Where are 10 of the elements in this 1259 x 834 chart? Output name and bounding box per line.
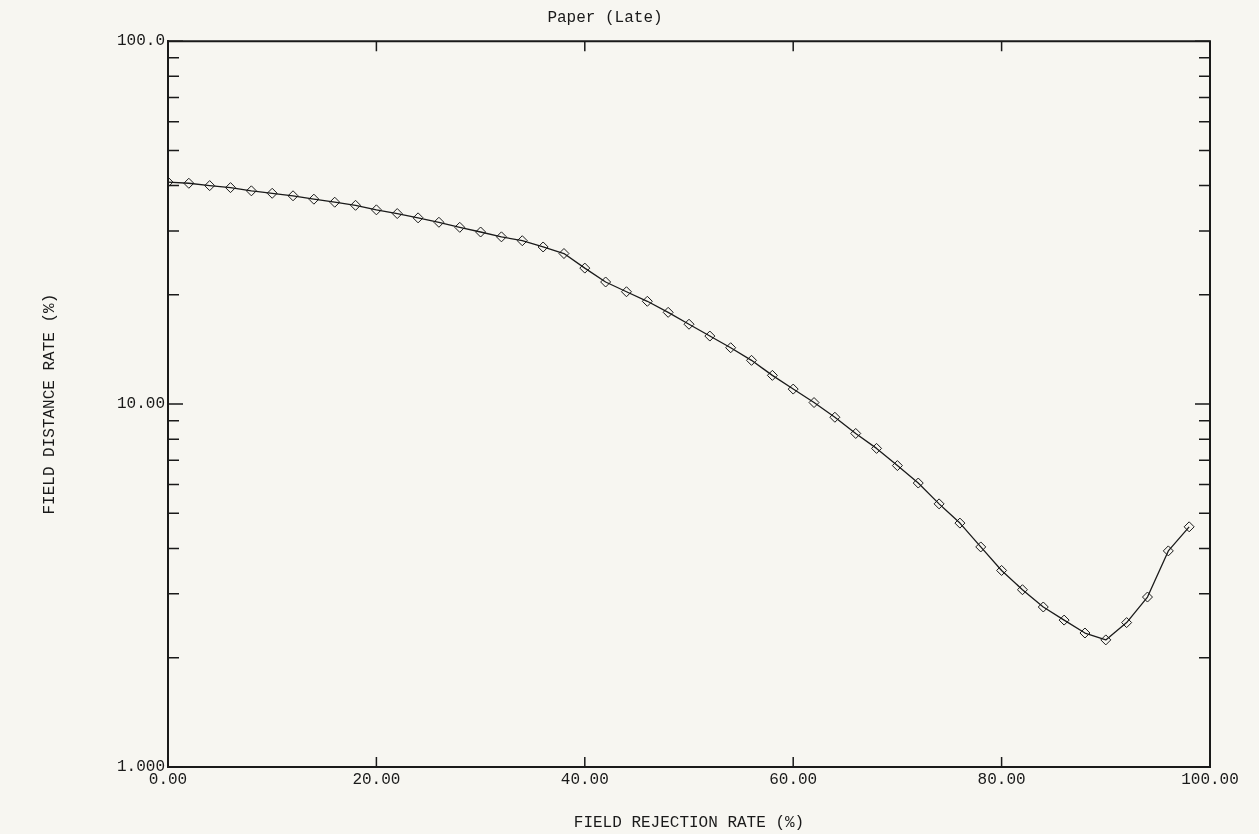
y-tick-label: 10.00 — [116, 395, 165, 414]
x-tick-label: 100.00 — [1181, 770, 1239, 789]
y-axis-title: FIELD DISTANCE RATE (%) — [40, 293, 59, 515]
x-tick-label: 60.00 — [769, 770, 818, 789]
x-axis-title: FIELD REJECTION RATE (%) — [573, 813, 805, 832]
x-tick-label: 20.00 — [352, 770, 401, 789]
y-tick-label: 100.0 — [116, 32, 165, 51]
x-tick-label: 40.00 — [560, 770, 609, 789]
chart-title: Paper (Late) — [547, 8, 663, 27]
x-tick-label: 80.00 — [977, 770, 1026, 789]
